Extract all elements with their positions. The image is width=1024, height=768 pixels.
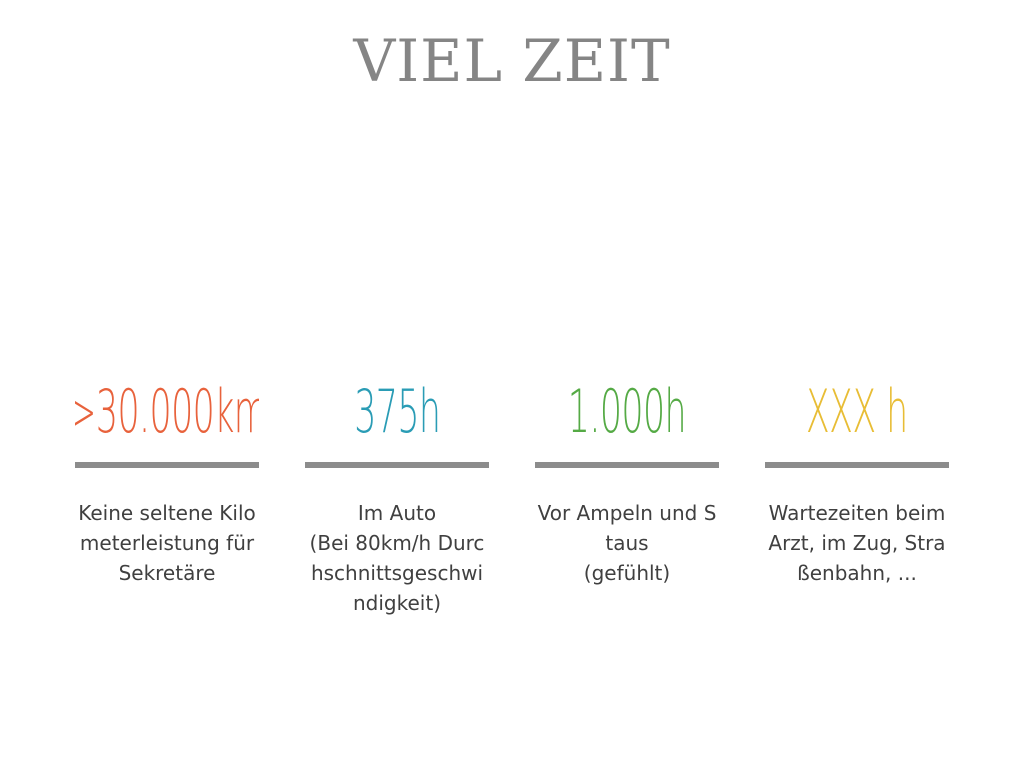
stat-description-line: (Bei 80km/h Durchschnittsgeschwindigkeit… <box>309 531 485 615</box>
stat-divider <box>305 462 489 468</box>
stat-description-line: (gefühlt) <box>583 561 671 585</box>
stat-value-container: >30.000km <box>75 378 259 446</box>
stat-description: Vor Ampeln und Staus (gefühlt) <box>535 498 719 588</box>
stat-description-line: Keine seltene Kilometerleistung für Sekr… <box>78 501 256 585</box>
stat-value: 1.000h <box>567 378 687 446</box>
stat-car-hours: 375h Im Auto (Bei 80km/h Durchschnittsge… <box>305 378 489 618</box>
stat-kilometers: >30.000km Keine seltene Kilometerleistun… <box>75 378 259 588</box>
stat-divider <box>535 462 719 468</box>
stat-value: >30.000km <box>75 378 259 446</box>
stat-description-line: Vor Ampeln und Staus <box>537 501 717 555</box>
stat-divider <box>765 462 949 468</box>
stat-waiting-hours: XXX h Wartezeiten beim Arzt, im Zug, Str… <box>765 378 949 588</box>
stat-value-container: 1.000h <box>535 378 719 446</box>
stat-description: Wartezeiten beim Arzt, im Zug, Straßenba… <box>765 498 949 588</box>
stat-description-line: Wartezeiten beim Arzt, im Zug, Straßenba… <box>768 501 946 585</box>
stat-traffic-hours: 1.000h Vor Ampeln und Staus (gefühlt) <box>535 378 719 588</box>
stat-description: Im Auto (Bei 80km/h Durchschnittsgeschwi… <box>305 498 489 618</box>
stat-value-container: 375h <box>305 378 489 446</box>
stat-description-line: Im Auto <box>357 501 437 525</box>
stat-value-container: XXX h <box>765 378 949 446</box>
stat-divider <box>75 462 259 468</box>
stat-value: 375h <box>353 378 441 446</box>
stat-description: Keine seltene Kilometerleistung für Sekr… <box>75 498 259 588</box>
slide-title: VIEL ZEIT <box>353 27 671 95</box>
stat-value: XXX h <box>806 378 908 446</box>
